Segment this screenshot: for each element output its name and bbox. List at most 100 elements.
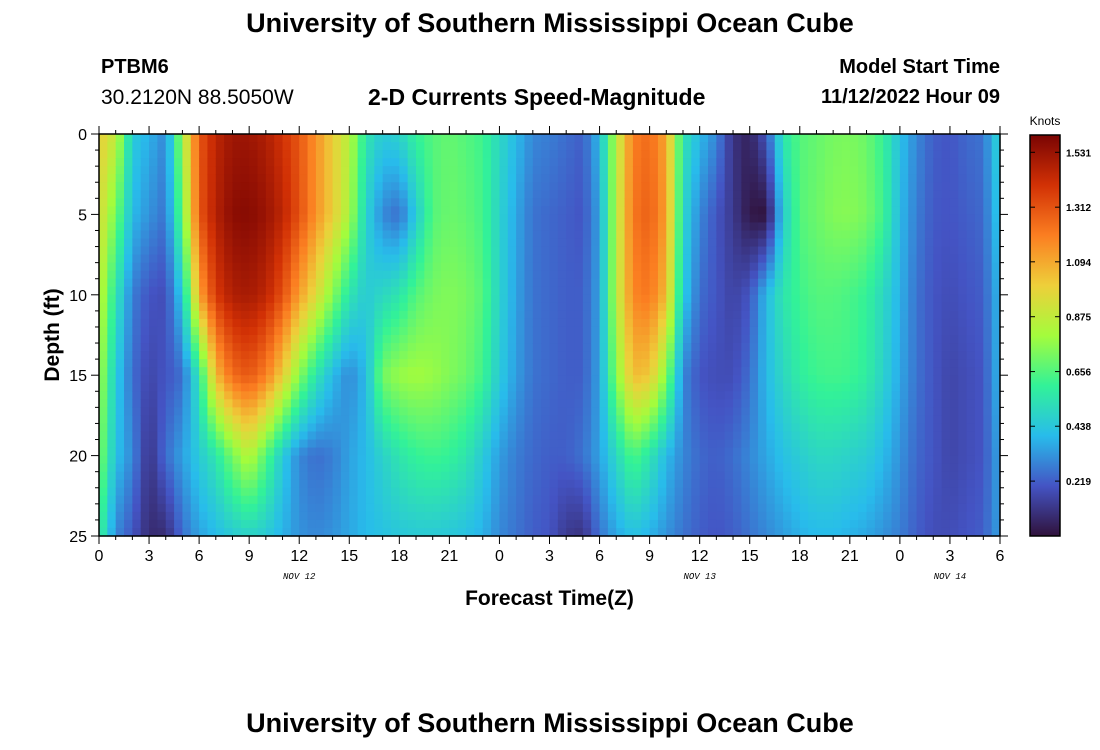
heatmap-cell bbox=[833, 262, 843, 272]
heatmap-cell bbox=[199, 455, 209, 465]
heatmap-cell bbox=[866, 302, 876, 312]
heatmap-cell bbox=[207, 142, 217, 151]
heatmap-cell bbox=[682, 326, 692, 336]
heatmap-cell bbox=[174, 375, 184, 384]
heatmap-cell bbox=[841, 495, 851, 505]
heatmap-cell bbox=[249, 270, 259, 280]
heatmap-cell bbox=[124, 182, 133, 191]
heatmap-cell bbox=[99, 359, 108, 368]
heatmap-cell bbox=[657, 206, 667, 215]
heatmap-cell bbox=[190, 222, 200, 232]
heatmap-cell bbox=[582, 511, 592, 521]
heatmap-cell bbox=[407, 198, 417, 207]
heatmap-cell bbox=[557, 238, 567, 248]
heatmap-cell bbox=[199, 166, 209, 175]
heatmap-cell bbox=[324, 479, 334, 489]
heatmap-cell bbox=[599, 246, 609, 256]
heatmap-cell bbox=[416, 326, 425, 336]
heatmap-cell bbox=[874, 190, 884, 199]
heatmap-cell bbox=[107, 495, 117, 505]
heatmap-cell bbox=[274, 310, 284, 320]
heatmap-cell bbox=[466, 254, 476, 264]
heatmap-cell bbox=[816, 206, 826, 215]
heatmap-cell bbox=[632, 318, 642, 328]
heatmap-cell bbox=[682, 383, 692, 392]
heatmap-cell bbox=[365, 343, 375, 352]
heatmap-cell bbox=[924, 214, 934, 224]
heatmap-cell bbox=[182, 214, 192, 224]
heatmap-cell bbox=[307, 503, 317, 513]
heatmap-cell bbox=[833, 375, 843, 384]
heatmap-cell bbox=[541, 246, 551, 256]
heatmap-cell bbox=[641, 230, 651, 240]
heatmap-cell bbox=[858, 463, 868, 473]
heatmap-cell bbox=[491, 415, 501, 425]
heatmap-cell bbox=[365, 487, 375, 497]
heatmap-cell bbox=[666, 487, 676, 497]
heatmap-cell bbox=[766, 335, 776, 344]
heatmap-cell bbox=[891, 238, 901, 248]
heatmap-cell bbox=[140, 511, 150, 521]
heatmap-cell bbox=[541, 238, 551, 248]
heatmap-cell bbox=[357, 198, 367, 207]
heatmap-cell bbox=[674, 182, 684, 191]
heatmap-cell bbox=[824, 222, 834, 232]
heatmap-cell bbox=[708, 238, 717, 248]
heatmap-cell bbox=[774, 471, 784, 481]
heatmap-cell bbox=[549, 495, 559, 505]
heatmap-cell bbox=[374, 343, 384, 352]
heatmap-cell bbox=[232, 447, 242, 457]
heatmap-cell bbox=[557, 302, 567, 312]
heatmap-cell bbox=[816, 383, 826, 392]
heatmap-cell bbox=[190, 463, 200, 473]
heatmap-cell bbox=[599, 158, 609, 167]
heatmap-cell bbox=[332, 190, 342, 199]
heatmap-cell bbox=[457, 150, 467, 159]
heatmap-cell bbox=[649, 399, 659, 408]
heatmap-cell bbox=[340, 310, 350, 320]
heatmap-cell bbox=[491, 222, 501, 232]
heatmap-cell bbox=[332, 238, 342, 248]
heatmap-cell bbox=[424, 270, 434, 280]
heatmap-cell bbox=[290, 391, 300, 400]
heatmap-cell bbox=[866, 463, 876, 473]
heatmap-cell bbox=[491, 463, 501, 473]
heatmap-cell bbox=[866, 375, 876, 384]
heatmap-cell bbox=[332, 367, 342, 376]
heatmap-cell bbox=[708, 262, 717, 272]
heatmap-cell bbox=[165, 166, 175, 175]
heatmap-cell bbox=[791, 527, 801, 537]
heatmap-cell bbox=[791, 367, 801, 376]
heatmap-cell bbox=[474, 134, 484, 143]
heatmap-cell bbox=[107, 423, 117, 433]
heatmap-cell bbox=[549, 479, 559, 489]
heatmap-cell bbox=[758, 399, 767, 408]
heatmap-cell bbox=[582, 254, 592, 264]
heatmap-cell bbox=[215, 447, 225, 457]
heatmap-cell bbox=[265, 286, 275, 296]
heatmap-cell bbox=[724, 182, 734, 191]
heatmap-cell bbox=[332, 302, 342, 312]
heatmap-cell bbox=[507, 262, 517, 272]
heatmap-cell bbox=[466, 431, 476, 441]
heatmap-cell bbox=[207, 286, 217, 296]
heatmap-cell bbox=[799, 326, 809, 336]
heatmap-cell bbox=[441, 343, 450, 352]
heatmap-cell bbox=[816, 431, 826, 441]
heatmap-cell bbox=[899, 262, 909, 272]
heatmap-cell bbox=[482, 431, 492, 441]
heatmap-cell bbox=[883, 150, 893, 159]
heatmap-cell bbox=[799, 310, 809, 320]
heatmap-cell bbox=[399, 198, 409, 207]
heatmap-cell bbox=[516, 326, 526, 336]
heatmap-cell bbox=[649, 359, 659, 368]
heatmap-cell bbox=[741, 487, 751, 497]
heatmap-cell bbox=[157, 246, 167, 256]
heatmap-cell bbox=[708, 190, 717, 199]
heatmap-cell bbox=[232, 503, 242, 513]
heatmap-cell bbox=[799, 134, 809, 143]
heatmap-cell bbox=[474, 479, 484, 489]
heatmap-cell bbox=[332, 335, 342, 344]
heatmap-cell bbox=[307, 182, 317, 191]
heatmap-cell bbox=[382, 487, 392, 497]
